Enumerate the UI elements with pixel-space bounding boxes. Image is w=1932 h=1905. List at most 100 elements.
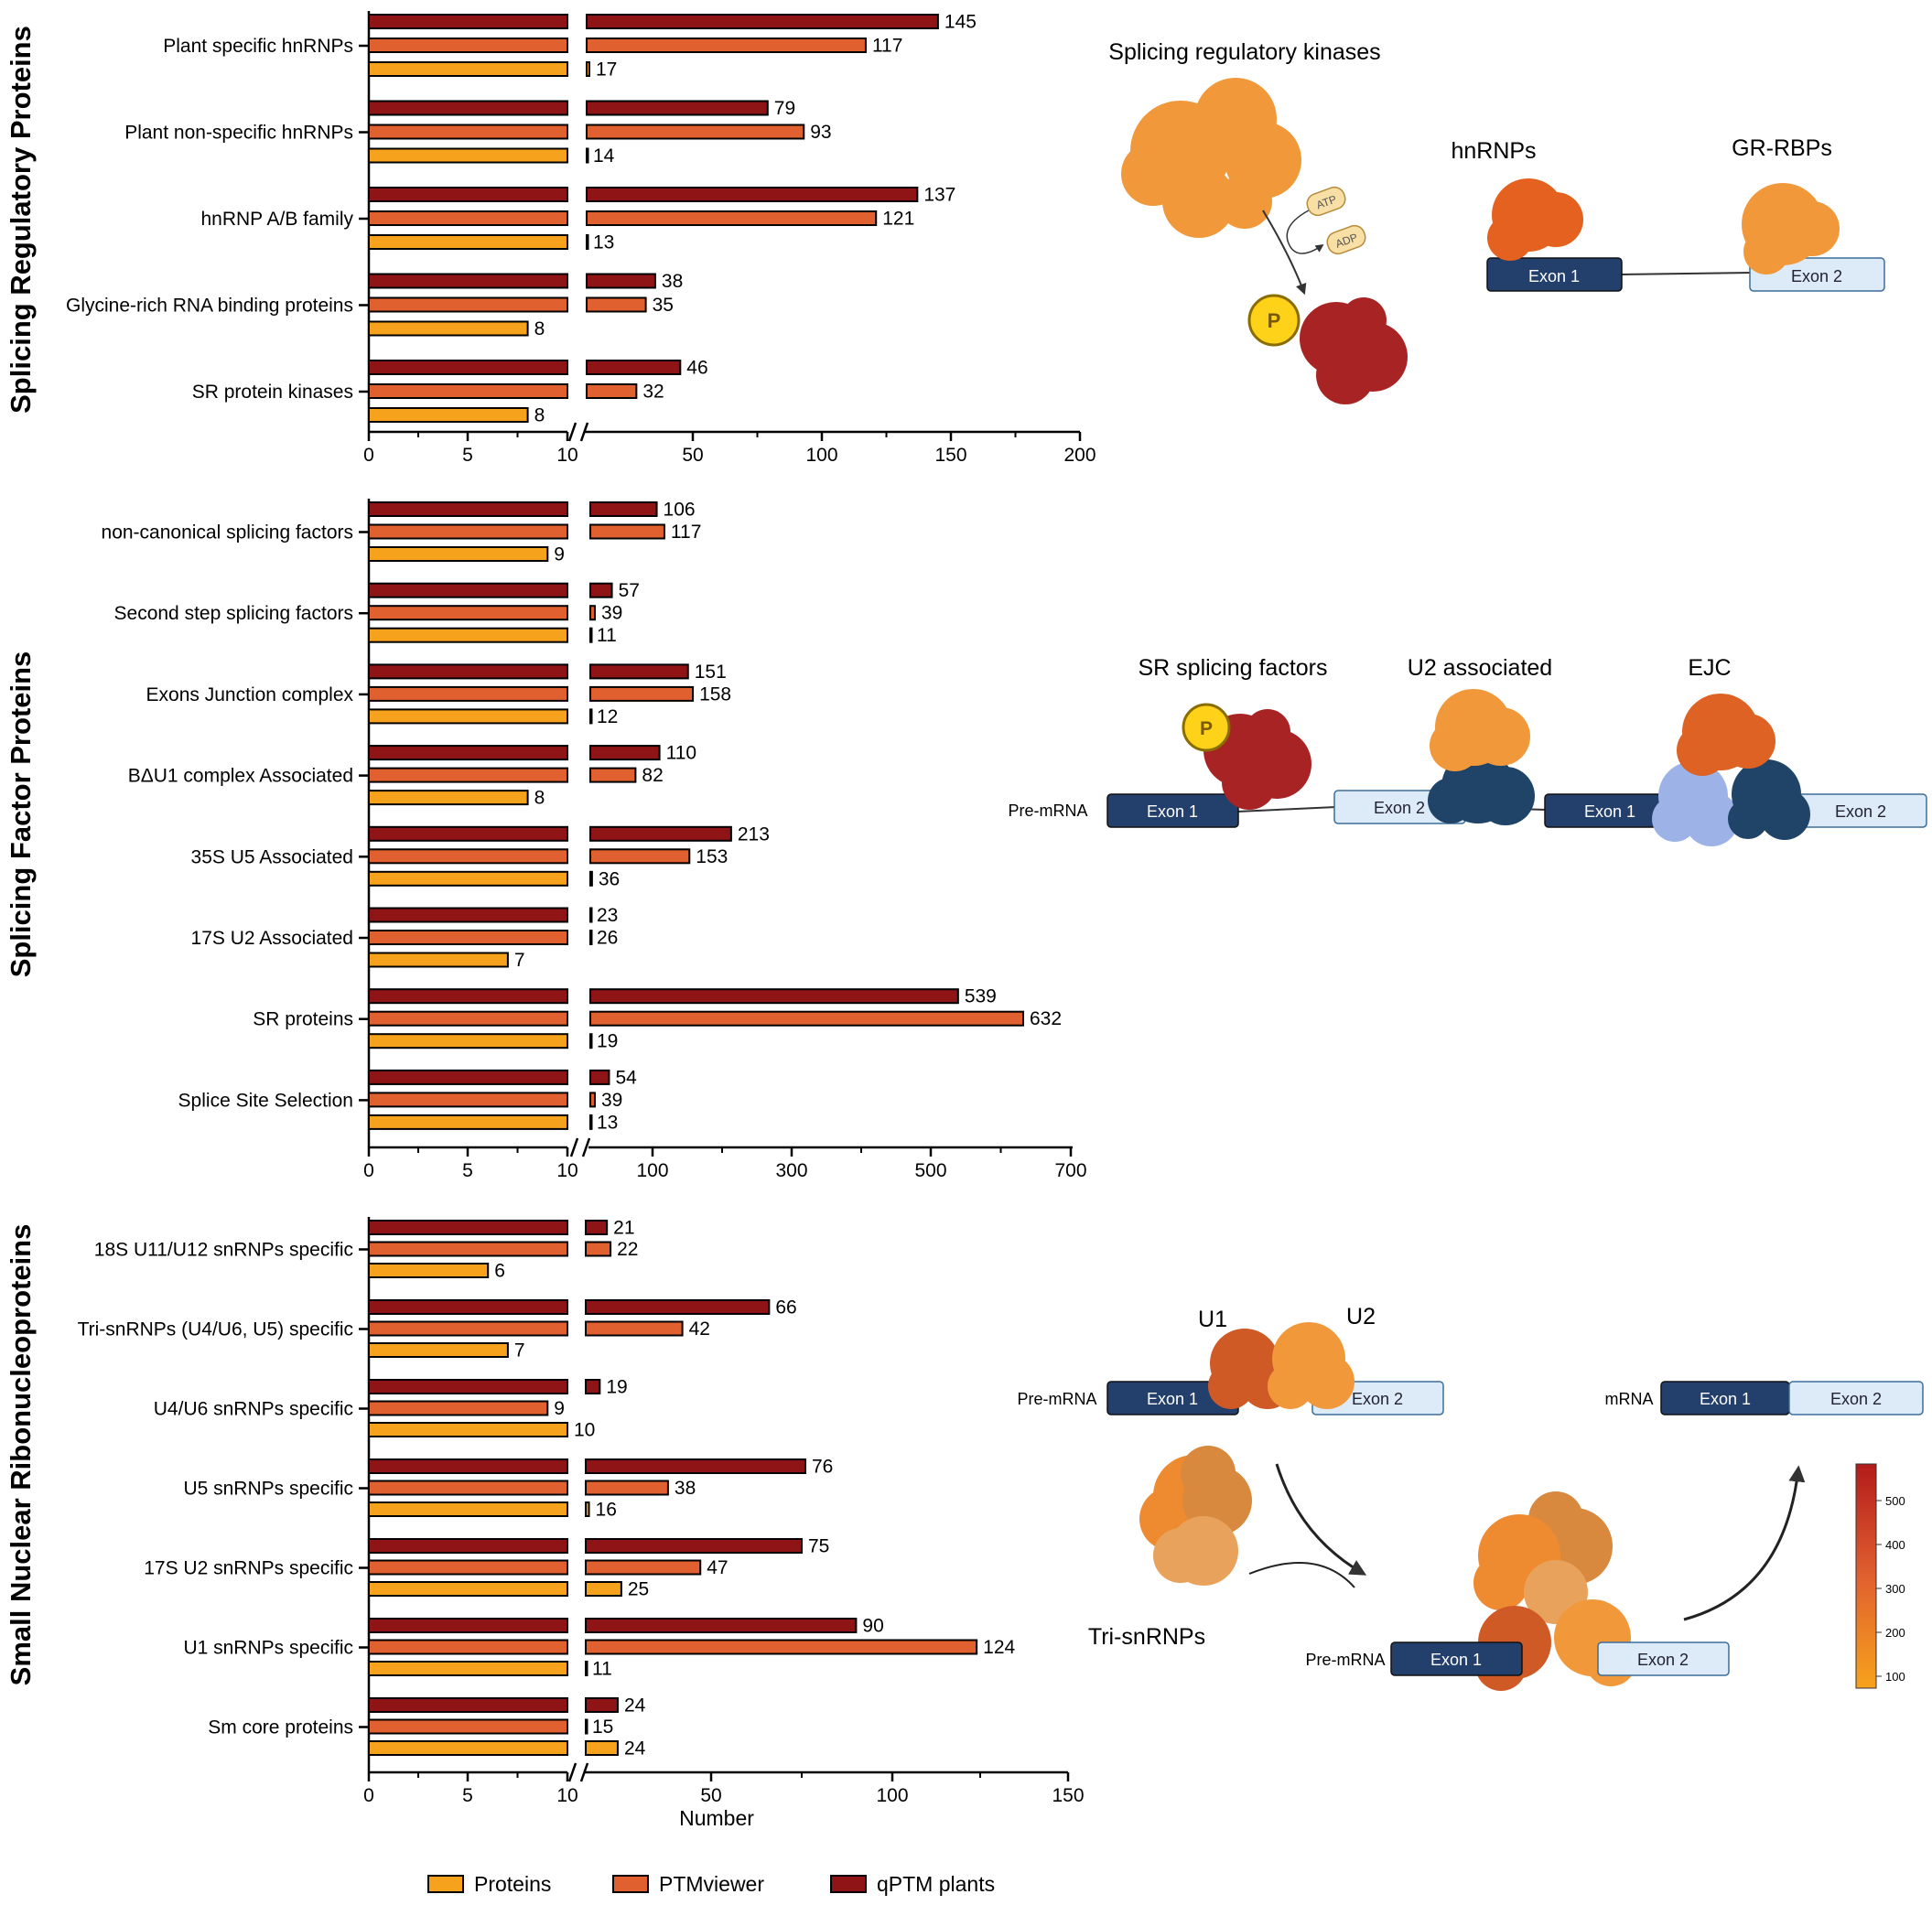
data-label: 57: [619, 580, 640, 601]
bar-qptm-plants-left: [368, 1618, 568, 1633]
category-label: BΔU1 complex Associated: [128, 766, 353, 787]
category-label: Glycine-rich RNA binding proteins: [66, 296, 353, 317]
bar-ptmviewer-left: [368, 685, 568, 702]
bar-ptmviewer-right: [586, 296, 647, 313]
bar-proteins-left: [368, 1661, 568, 1676]
x-tick-label: 0: [363, 1160, 374, 1181]
bar-ptmviewer-left: [368, 767, 568, 783]
bar-ptmviewer-left: [368, 1559, 568, 1576]
bar-ptmviewer-right: [585, 1718, 588, 1735]
adp-badge: [1326, 224, 1366, 255]
data-label: 25: [628, 1579, 649, 1600]
bar-proteins-left: [368, 61, 568, 77]
exon1-box-factors-a: [1106, 793, 1239, 828]
data-label: 14: [593, 145, 615, 167]
bar-ptmviewer-left: [368, 848, 568, 865]
bar-qptm-plants-left: [368, 582, 568, 598]
data-label: 66: [775, 1297, 796, 1318]
bar-qptm-plants-left: [368, 273, 568, 289]
x-tick-label: 10: [556, 445, 577, 466]
atp-badge: [1306, 186, 1346, 217]
legend-label-ptmviewer: PTMviewer: [659, 1872, 764, 1896]
colorbar: 500 400 300 200 100: [1855, 1463, 1905, 1689]
x-tick-label: 50: [682, 445, 703, 466]
bar-proteins-right: [589, 870, 593, 887]
bar-qptm-plants-left: [368, 1538, 568, 1554]
category-label: Sm core proteins: [208, 1717, 353, 1738]
bar-qptm-plants-left: [368, 1220, 568, 1235]
x-tick-label: 10: [556, 1160, 577, 1181]
bar-ptmviewer-left: [368, 210, 568, 226]
chart-panel-small-nuclear-ribonucleoproteins: 0 5 10 50 100 150 18S U11/U12 snRNPs specific 2…: [78, 1217, 1085, 1806]
bar-qptm-plants-left: [368, 14, 568, 29]
bar-proteins: [368, 1422, 568, 1437]
x-tick-label: 5: [462, 445, 473, 466]
data-label: 10: [574, 1420, 595, 1441]
data-label: 8: [534, 788, 545, 809]
data-label: 54: [615, 1067, 637, 1088]
data-label: 82: [642, 765, 663, 786]
x-tick-label: 500: [914, 1160, 946, 1181]
data-label: 19: [597, 1031, 618, 1052]
bar-ptmviewer-right: [585, 1320, 684, 1337]
data-label: 22: [617, 1239, 638, 1260]
data-label: 213: [738, 823, 770, 845]
bar-ptmviewer-right: [589, 930, 593, 945]
category-label: 17S U2 snRNPs specific: [144, 1558, 353, 1579]
bar-qptm-plants-right: [589, 663, 689, 680]
bar-ptmviewer-right: [589, 1092, 596, 1108]
bar-qptm-plants-right: [589, 501, 658, 517]
axis-break-mark: [581, 1137, 591, 1157]
bar-qptm-plants-right: [586, 100, 769, 116]
bar-ptmviewer-left: [368, 383, 568, 399]
exon1-box-kinases: [1486, 257, 1623, 292]
exon2-box-snrnp-b: [1788, 1381, 1924, 1415]
ejc-protein-icon: [1652, 694, 1810, 846]
panel-title-regulatory: Splicing Regulatory Proteins: [5, 26, 37, 414]
sr-factors-label: SR splicing factors: [1138, 655, 1327, 681]
legend: Proteins PTMviewer qPTM plants: [427, 1872, 995, 1896]
bar-qptm-plants-left: [368, 907, 568, 923]
bar-ptmviewer-right: [585, 1480, 669, 1496]
bar-ptmviewer-left: [368, 930, 568, 945]
data-label: 75: [808, 1536, 829, 1557]
colorbar-tick-label: 300: [1885, 1582, 1905, 1596]
bar-proteins-right: [585, 1501, 590, 1517]
x-tick-label: 700: [1054, 1160, 1086, 1181]
bar-proteins-left: [368, 627, 568, 643]
bar-proteins: [368, 1342, 509, 1358]
intron-line-1: [1619, 272, 1754, 275]
colorbar-tick-label: 400: [1885, 1538, 1905, 1552]
premrna-label-bottom: Pre-mRNA: [1305, 1651, 1385, 1669]
exon2-label-factors-b: Exon 2: [1835, 802, 1886, 821]
bar-qptm-plants-left: [368, 663, 568, 680]
bar-ptmviewer-right: [585, 1559, 702, 1576]
bar-qptm-plants-left: [368, 187, 568, 202]
bar-ptmviewer-left: [368, 1639, 568, 1655]
grrbp-protein-icon: [1742, 183, 1840, 274]
u1-u2-protein-icon: [1208, 1322, 1355, 1409]
bar-qptm-plants-left: [368, 1299, 568, 1315]
bar-qptm-plants-right: [589, 1069, 610, 1085]
data-label: 137: [923, 185, 955, 206]
bar-qptm-plants-left: [368, 1697, 568, 1713]
bar-qptm-plants-left: [368, 100, 568, 116]
bar-proteins-right: [585, 1661, 588, 1676]
u2-label: U2: [1346, 1304, 1376, 1329]
bar-proteins-left: [368, 1114, 568, 1130]
kinases-title: Splicing regulatory kinases: [1108, 39, 1380, 65]
data-label: 117: [671, 522, 701, 543]
bar-ptmviewer-right: [589, 685, 695, 702]
diagram-kinases: Splicing regulatory kinases ATP ADP P hn…: [1108, 39, 1885, 404]
colorbar-tick-label: 200: [1885, 1626, 1905, 1640]
bar-proteins-left: [368, 1581, 568, 1597]
bar-ptmviewer-left: [368, 1241, 568, 1257]
category-label: Exons Junction complex: [146, 684, 354, 705]
bar-ptmviewer-right: [589, 848, 691, 865]
bar-qptm-plants-left: [368, 501, 568, 517]
bar-ptmviewer-right: [589, 605, 596, 621]
data-label: 7: [514, 1340, 525, 1361]
bar-proteins: [368, 320, 529, 337]
